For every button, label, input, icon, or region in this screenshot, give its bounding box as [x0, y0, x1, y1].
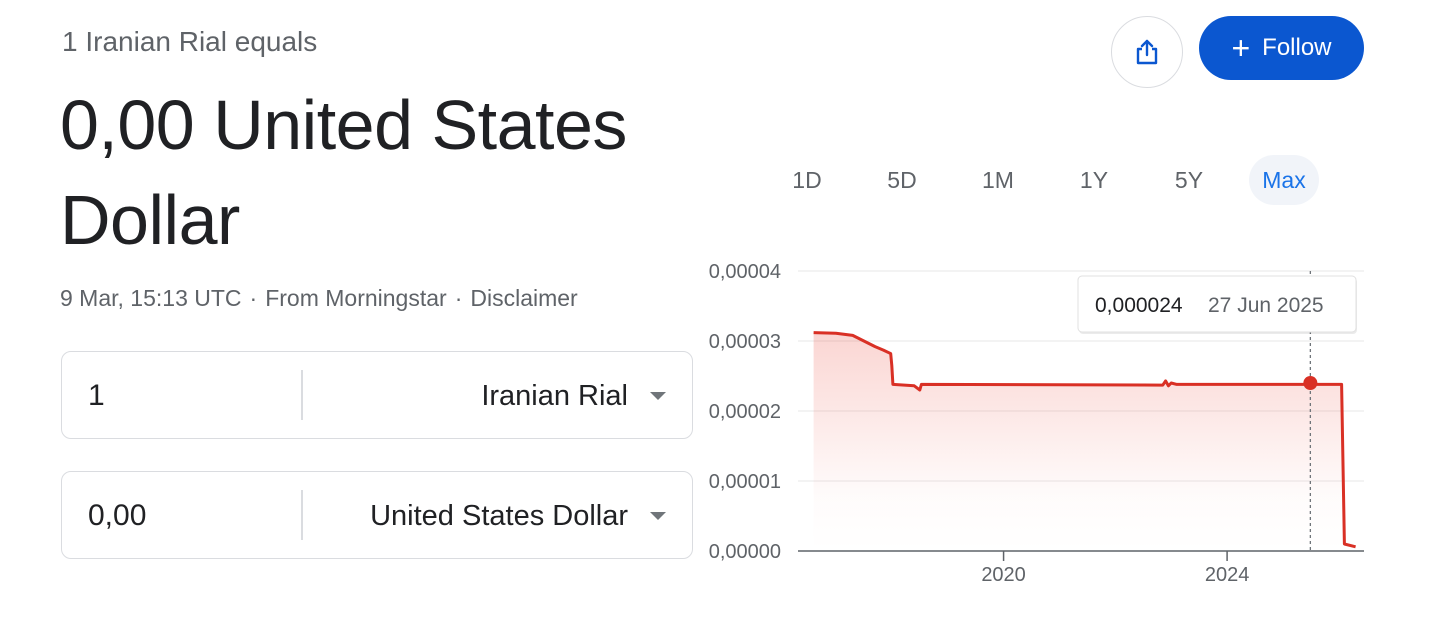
to-currency-row: 0,00 United States Dollar	[61, 471, 693, 559]
from-currency-row: 1 Iranian Rial	[61, 351, 693, 439]
follow-button[interactable]: + Follow	[1199, 16, 1364, 80]
y-tick-label: 0,00003	[709, 331, 781, 353]
source-label: From Morningstar	[265, 285, 447, 311]
y-tick-label: 0,00000	[709, 541, 781, 563]
from-currency-label: Iranian Rial	[481, 379, 628, 412]
converted-value: 0,00 United States Dollar	[60, 78, 700, 268]
from-currency-select[interactable]: Iranian Rial	[481, 352, 666, 440]
y-tick-label: 0,00004	[709, 261, 781, 283]
to-currency-label: United States Dollar	[370, 499, 628, 532]
range-tab-1y[interactable]: 1Y	[1079, 167, 1109, 193]
series-line	[813, 331, 1356, 549]
series-area	[813, 332, 1342, 551]
to-amount-input[interactable]: 0,00	[88, 499, 147, 532]
from-amount-input[interactable]: 1	[88, 379, 105, 412]
range-tab-5d[interactable]: 5D	[887, 167, 917, 193]
y-tick-label: 0,00002	[709, 401, 781, 423]
y-tick-label: 0,00001	[709, 471, 781, 493]
plus-icon: +	[1231, 30, 1251, 66]
converted-value-line-1: 0,00 United States	[60, 86, 627, 164]
timestamp: 9 Mar, 15:13 UTC	[60, 285, 242, 311]
share-button[interactable]	[1111, 16, 1183, 88]
range-tab-max[interactable]: Max	[1249, 155, 1319, 205]
tooltip-date: 27 Jun 2025	[1208, 294, 1324, 317]
tooltip-box	[1077, 275, 1357, 333]
separator: ·	[454, 285, 463, 311]
divider	[301, 370, 303, 420]
range-tab-1m[interactable]: 1M	[982, 167, 1014, 193]
share-icon	[1136, 39, 1158, 65]
converted-value-line-2: Dollar	[60, 181, 240, 259]
chevron-down-icon	[650, 512, 666, 520]
divider	[301, 490, 303, 540]
x-tick-label: 2020	[981, 564, 1026, 586]
chevron-down-icon	[650, 392, 666, 400]
range-tab-5y[interactable]: 5Y	[1174, 167, 1204, 193]
price-chart[interactable]: 0,00000 0,00001 0,00002 0,00003 0,00004 2020 2…	[705, 255, 1405, 600]
range-tab-1d[interactable]: 1D	[792, 167, 822, 193]
disclaimer-link[interactable]: Disclaimer	[470, 285, 578, 311]
tooltip-value: 0,000024	[1095, 294, 1183, 317]
separator: ·	[249, 285, 258, 311]
x-tick-label: 2024	[1205, 564, 1250, 586]
follow-label: Follow	[1262, 34, 1332, 61]
source-line: 9 Mar, 15:13 UTC · From Morningstar · Discla…	[60, 285, 578, 312]
equals-label: 1 Iranian Rial equals	[62, 26, 318, 57]
to-currency-select[interactable]: United States Dollar	[370, 472, 666, 560]
hover-point[interactable]	[1303, 376, 1318, 390]
